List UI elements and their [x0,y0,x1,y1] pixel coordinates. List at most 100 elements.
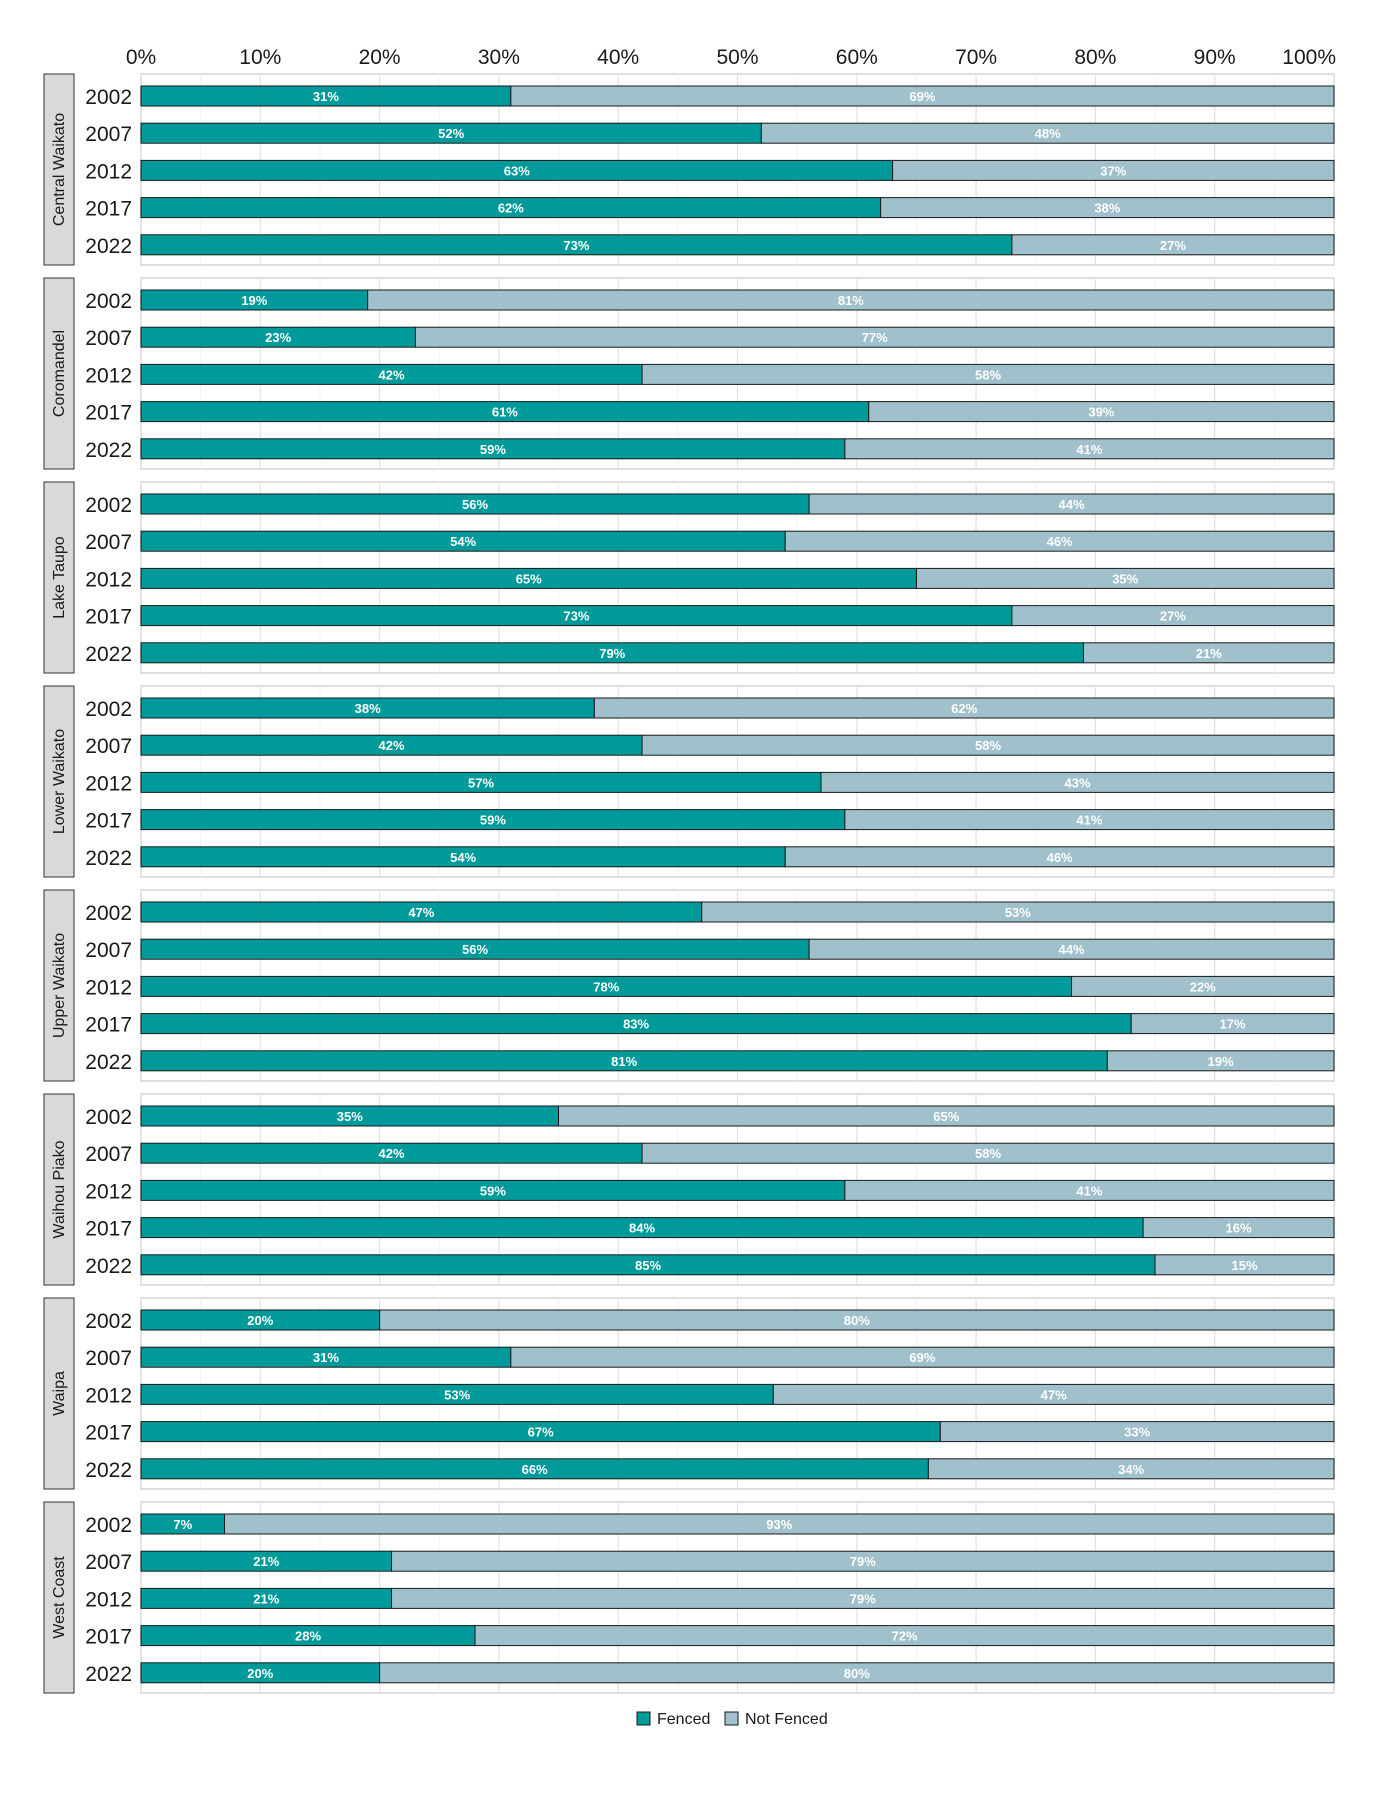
year-label: 2012 [85,772,132,795]
facet-panels: Central Waikato 2002 31% 69% 2007 52% 48% 2012 6… [43,73,1335,1694]
year-label: 2022 [85,1459,132,1482]
bar-not-fenced [915,567,1335,589]
data-label-fenced: 73% [563,238,589,253]
data-label-fenced: 57% [468,775,494,790]
year-label: 2002 [85,494,132,517]
bar-not-fenced [1011,234,1335,256]
data-label-fenced: 47% [408,905,434,920]
bar-not-fenced [391,1550,1335,1572]
data-label-not-fenced: 22% [1190,979,1216,994]
data-label-not-fenced: 19% [1208,1054,1234,1069]
year-label: 2012 [85,1588,132,1611]
data-label-not-fenced: 27% [1160,609,1186,624]
bar-not-fenced [379,1309,1335,1331]
data-label-fenced: 23% [265,330,291,345]
year-label: 2012 [85,976,132,999]
data-label-not-fenced: 46% [1047,850,1073,865]
data-label-fenced: 42% [379,367,405,382]
facet-strip [43,1093,75,1286]
data-label-fenced: 84% [629,1221,655,1236]
data-label-fenced: 31% [313,1350,339,1365]
facet-strip-label: Waihou Piako [51,1140,68,1238]
x-tick-label: 30% [478,46,520,69]
facet-panel: Waihou Piako 2002 35% 65% 2007 42% 58% 2012 59% 4… [43,1093,1335,1286]
year-label: 2007 [85,735,132,758]
data-label-not-fenced: 46% [1047,534,1073,549]
year-label: 2002 [85,902,132,925]
data-label-not-fenced: 43% [1064,775,1090,790]
bar-not-fenced [391,1587,1335,1609]
bar-not-fenced [772,1383,1335,1405]
year-label: 2007 [85,1551,132,1574]
bar-not-fenced [641,363,1335,385]
facet-panel: Waipa 2002 20% 80% 2007 31% 69% 2012 53% 47% 2017 6… [43,1297,1335,1490]
bar-not-fenced [808,938,1335,960]
data-label-fenced: 67% [528,1425,554,1440]
year-label: 2017 [85,1014,132,1037]
year-label: 2002 [85,698,132,721]
data-label-not-fenced: 72% [892,1629,918,1644]
year-label: 2022 [85,1663,132,1686]
year-label: 2022 [85,235,132,258]
bar-not-fenced [784,846,1335,868]
year-label: 2002 [85,86,132,109]
year-label: 2012 [85,364,132,387]
data-label-not-fenced: 44% [1059,497,1085,512]
data-label-not-fenced: 69% [909,89,935,104]
facet-strip-label: Lake Taupo [51,536,68,619]
data-label-not-fenced: 58% [975,367,1001,382]
facet-strip [43,1297,75,1490]
data-label-not-fenced: 17% [1220,1017,1246,1032]
facet-strip [43,1501,75,1694]
x-tick-label: 80% [1074,46,1116,69]
year-label: 2007 [85,531,132,554]
data-label-fenced: 85% [635,1258,661,1273]
data-label-fenced: 20% [247,1313,273,1328]
bar-not-fenced [820,771,1335,793]
data-label-not-fenced: 58% [975,1146,1001,1161]
facet-strip-label: West Coast [51,1556,68,1639]
bar-not-fenced [641,1142,1335,1164]
facet-panel: Central Waikato 2002 31% 69% 2007 52% 48% 2012 6… [43,73,1335,266]
facet-strip-label: Upper Waikato [51,933,68,1038]
bar-not-fenced [1082,642,1335,664]
data-label-not-fenced: 65% [933,1109,959,1124]
year-label: 2012 [85,1384,132,1407]
data-label-not-fenced: 79% [850,1591,876,1606]
data-label-fenced: 35% [337,1109,363,1124]
year-label: 2012 [85,160,132,183]
data-label-not-fenced: 62% [951,701,977,716]
legend-label: Fenced [657,1711,710,1728]
data-label-fenced: 56% [462,942,488,957]
bar-not-fenced [510,85,1335,107]
data-label-fenced: 59% [480,1183,506,1198]
facet-strip-label: Central Waikato [51,113,68,226]
x-tick-label: 70% [955,46,997,69]
bar-not-fenced [760,122,1335,144]
year-label: 2002 [85,1514,132,1537]
bar-not-fenced [1130,1013,1335,1035]
facet-panel: Coromandel 2002 19% 81% 2007 23% 77% 2012 42% 58%… [43,277,1335,470]
year-label: 2002 [85,1106,132,1129]
data-label-fenced: 42% [379,738,405,753]
data-label-not-fenced: 69% [909,1350,935,1365]
data-label-not-fenced: 35% [1112,571,1138,586]
data-label-not-fenced: 77% [862,330,888,345]
bar-not-fenced [880,197,1335,219]
data-label-fenced: 61% [492,405,518,420]
data-label-fenced: 63% [504,163,530,178]
data-label-not-fenced: 39% [1088,405,1114,420]
bar-not-fenced [808,493,1335,515]
data-label-not-fenced: 41% [1076,813,1102,828]
facet-panel: Lower Waikato 2002 38% 62% 2007 42% 58% 2012 57%… [43,685,1335,878]
data-label-fenced: 53% [444,1387,470,1402]
facet-panel: Lake Taupo 2002 56% 44% 2007 54% 46% 2012 65% 35%… [43,481,1335,674]
data-label-not-fenced: 44% [1059,942,1085,957]
year-label: 2007 [85,1143,132,1166]
data-label-not-fenced: 15% [1232,1258,1258,1273]
bar-not-fenced [379,1662,1335,1684]
facet-strip [43,889,75,1082]
bar-not-fenced [414,326,1335,348]
data-label-not-fenced: 81% [838,293,864,308]
